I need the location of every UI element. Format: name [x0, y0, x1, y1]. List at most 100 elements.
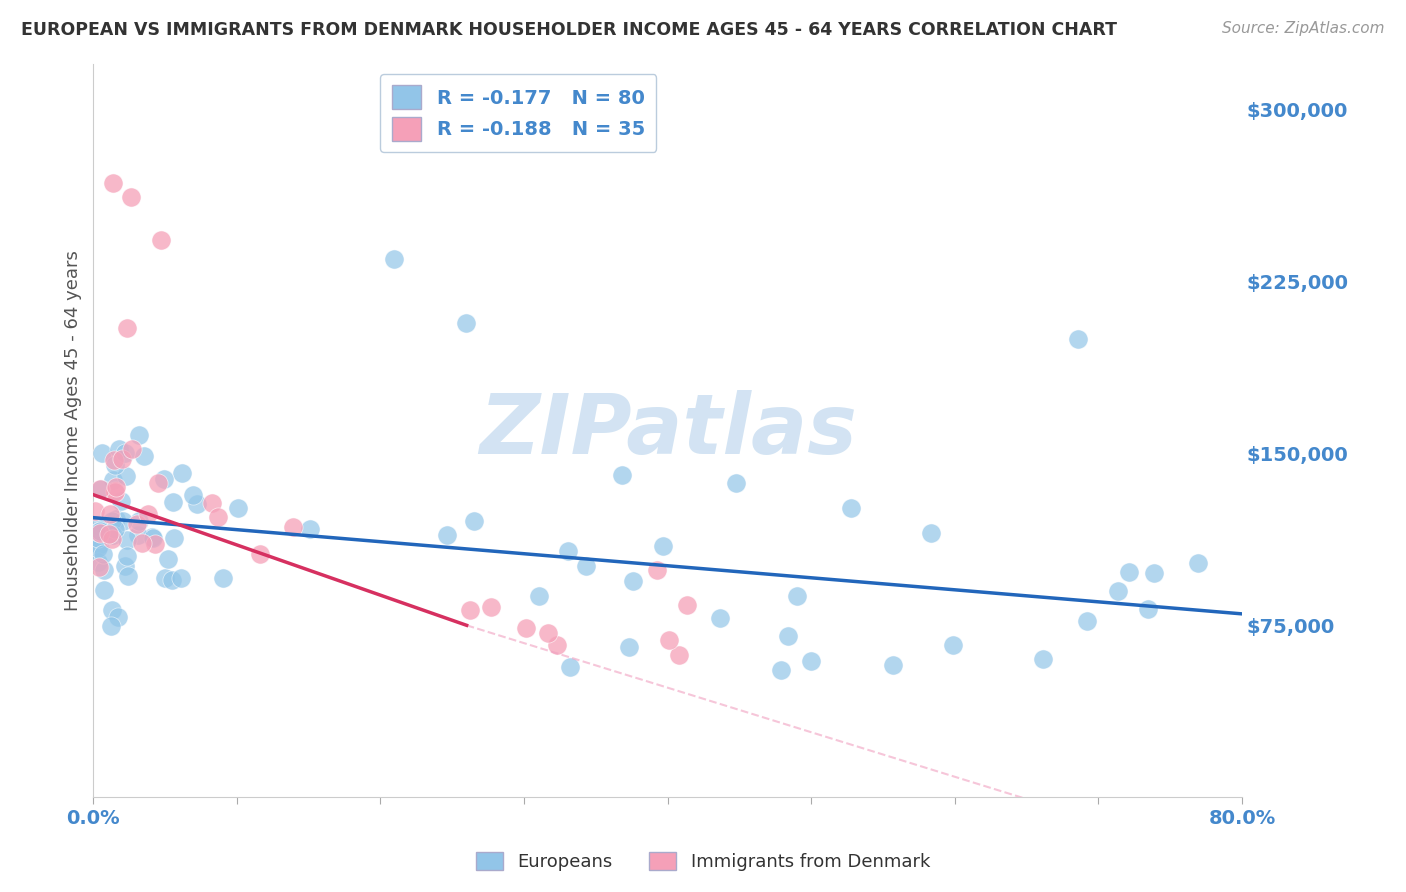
Point	[86, 555, 108, 569]
Point	[709, 610, 731, 624]
Point	[107, 609, 129, 624]
Point	[163, 531, 186, 545]
Legend: R = -0.177   N = 80, R = -0.188   N = 35: R = -0.177 N = 80, R = -0.188 N = 35	[380, 74, 657, 153]
Point	[527, 589, 550, 603]
Point	[84, 504, 107, 518]
Point	[152, 472, 174, 486]
Point	[942, 638, 965, 652]
Text: ZIPatlas: ZIPatlas	[478, 390, 856, 471]
Point	[121, 442, 143, 456]
Point	[1118, 565, 1140, 579]
Point	[157, 552, 180, 566]
Point	[776, 629, 799, 643]
Point	[515, 621, 537, 635]
Point	[181, 488, 204, 502]
Point	[87, 538, 110, 552]
Point	[162, 573, 184, 587]
Point	[104, 484, 127, 499]
Point	[249, 547, 271, 561]
Point	[100, 508, 122, 522]
Point	[89, 524, 111, 539]
Point	[155, 570, 177, 584]
Point	[100, 532, 122, 546]
Point	[91, 547, 114, 561]
Point	[128, 428, 150, 442]
Point	[115, 533, 138, 548]
Point	[170, 571, 193, 585]
Point	[114, 559, 136, 574]
Point	[454, 316, 477, 330]
Point	[149, 234, 172, 248]
Point	[786, 589, 808, 603]
Point	[1076, 614, 1098, 628]
Point	[111, 451, 134, 466]
Point	[1032, 652, 1054, 666]
Point	[676, 598, 699, 612]
Point	[299, 522, 322, 536]
Point	[128, 514, 150, 528]
Point	[575, 558, 598, 573]
Point	[1187, 556, 1209, 570]
Point	[1067, 332, 1090, 346]
Point	[186, 497, 208, 511]
Point	[724, 475, 747, 490]
Point	[89, 526, 111, 541]
Point	[104, 480, 127, 494]
Point	[110, 493, 132, 508]
Point	[136, 507, 159, 521]
Point	[114, 469, 136, 483]
Point	[668, 648, 690, 662]
Point	[115, 549, 138, 563]
Point	[1136, 602, 1159, 616]
Point	[100, 619, 122, 633]
Point	[651, 539, 673, 553]
Point	[89, 560, 111, 574]
Point	[101, 514, 124, 528]
Point	[479, 600, 502, 615]
Point	[89, 483, 111, 497]
Point	[103, 473, 125, 487]
Point	[114, 446, 136, 460]
Point	[800, 654, 823, 668]
Point	[839, 501, 862, 516]
Point	[143, 537, 166, 551]
Point	[117, 320, 139, 334]
Point	[172, 467, 194, 481]
Point	[103, 484, 125, 499]
Point	[104, 458, 127, 473]
Point	[211, 572, 233, 586]
Point	[226, 500, 249, 515]
Point	[146, 475, 169, 490]
Point	[125, 516, 148, 531]
Point	[98, 527, 121, 541]
Point	[103, 528, 125, 542]
Point	[90, 482, 112, 496]
Point	[617, 640, 640, 655]
Point	[86, 541, 108, 555]
Point	[100, 602, 122, 616]
Point	[920, 525, 942, 540]
Point	[645, 563, 668, 577]
Legend: Europeans, Immigrants from Denmark: Europeans, Immigrants from Denmark	[468, 845, 938, 879]
Point	[537, 626, 560, 640]
Point	[131, 536, 153, 550]
Point	[382, 252, 405, 266]
Point	[463, 514, 485, 528]
Point	[1107, 584, 1129, 599]
Point	[86, 531, 108, 545]
Point	[612, 468, 634, 483]
Point	[134, 450, 156, 464]
Point	[558, 660, 581, 674]
Point	[108, 442, 131, 456]
Text: Source: ZipAtlas.com: Source: ZipAtlas.com	[1222, 21, 1385, 36]
Point	[142, 531, 165, 545]
Point	[769, 663, 792, 677]
Point	[93, 583, 115, 598]
Point	[658, 633, 681, 648]
Point	[103, 176, 125, 190]
Point	[207, 509, 229, 524]
Point	[281, 520, 304, 534]
Point	[141, 530, 163, 544]
Point	[111, 514, 134, 528]
Point	[621, 574, 644, 589]
